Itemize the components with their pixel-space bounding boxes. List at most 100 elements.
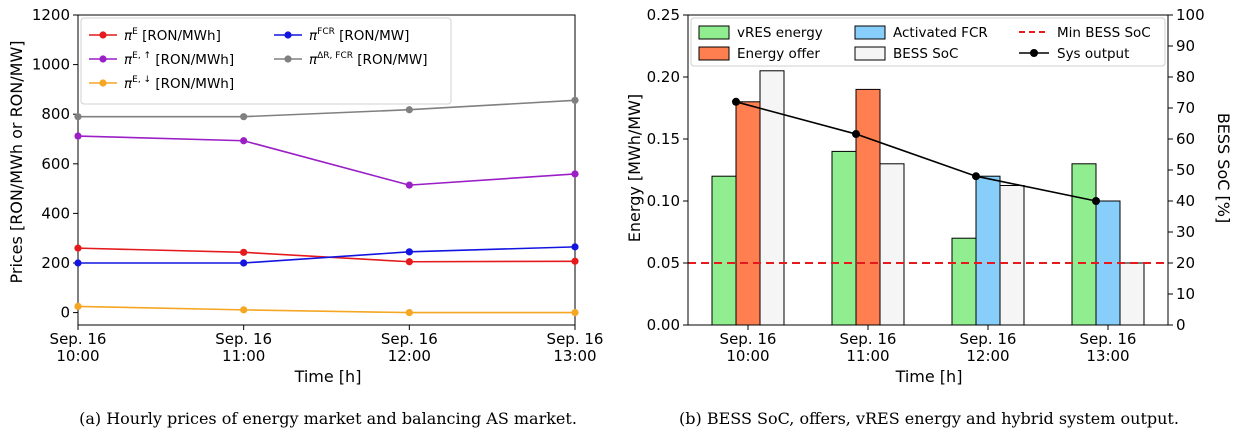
chart-b-xtick-label: Sep. 16 10:00 — [720, 330, 777, 365]
chart-a-point — [240, 259, 248, 267]
chart-b-bar-vres — [711, 175, 737, 326]
chart-a-xtick-label: Sep. 16 12:00 — [381, 330, 438, 365]
chart-a-point — [74, 244, 82, 252]
chart-a-point — [405, 309, 413, 317]
chart-a-ytick-label: 800 — [41, 105, 70, 123]
chart-b-legend-label: Sys output — [1057, 46, 1129, 62]
chart-a-frame — [77, 14, 576, 326]
chart-b-sys-line — [735, 101, 1097, 202]
chart-a-point — [405, 258, 413, 266]
chart-b-ytick-label: 0.00 — [647, 316, 680, 334]
chart-a-series-line — [77, 305, 575, 314]
chart-b-ylabel: Energy [MWh/MW] — [625, 94, 644, 242]
chart-a-legend-marker — [284, 55, 292, 63]
chart-b-y2tick-label: 10 — [1176, 285, 1195, 303]
chart-a-point — [240, 137, 248, 145]
chart-a-xtick-label: Sep. 16 11:00 — [215, 330, 272, 365]
chart-a-ytick-label: 600 — [41, 155, 70, 173]
chart-b-frame — [687, 14, 1169, 326]
chart-a-legend-marker — [99, 79, 107, 87]
chart-a-series-line — [77, 135, 576, 186]
chart-a-series-line — [77, 247, 576, 263]
chart-a-legend-label: πΔR, FCR [RON/MW] — [309, 51, 427, 68]
chart-b-sys-point — [1092, 197, 1100, 205]
chart-b-bar-vres — [831, 150, 857, 326]
chart-b-y2label: BESS SoC [%] — [1214, 113, 1233, 223]
chart-b-ytick-label: 0.05 — [647, 254, 680, 272]
chart-a-legend-label: πE [RON/MWh] — [124, 27, 221, 44]
chart-b-sys-point — [972, 172, 980, 181]
chart-a-legend-marker — [99, 31, 107, 39]
chart-b-xtick-label: Sep. 16 11:00 — [840, 330, 897, 365]
chart-b-legend-swatch — [854, 25, 886, 40]
chart-b-legend-swatch — [698, 25, 730, 40]
chart-a-point — [571, 96, 579, 104]
chart-b-legend-swatch — [854, 46, 886, 61]
chart-b-xlabel: Time [h] — [895, 367, 963, 386]
chart-a-legend — [80, 17, 452, 105]
chart-b-bar-fcr — [975, 175, 1001, 326]
chart-a-point — [571, 257, 579, 265]
chart-b-bar-soc — [1119, 262, 1145, 326]
chart-a-ylabel: Prices [RON/MWh or RON/MW] — [7, 40, 26, 283]
chart-a-xlabel: Time [h] — [294, 367, 362, 386]
chart-a-point — [571, 309, 579, 317]
chart-a-point — [74, 302, 82, 310]
chart-b-bar-offer — [855, 88, 881, 326]
chart-b-xtick-label: Sep. 16 12:00 — [960, 330, 1017, 365]
chart-a-point — [405, 248, 413, 256]
chart-b-legend-marker — [1030, 49, 1038, 57]
chart-b-caption: (b) BESS SoC, offers, vRES energy and hy… — [679, 409, 1179, 428]
chart-b-bar-soc — [879, 163, 905, 326]
chart-a-point — [571, 170, 579, 178]
chart-a-point — [240, 248, 248, 256]
chart-b-legend — [690, 17, 1166, 67]
chart-b-y2tick-label: 20 — [1176, 254, 1195, 272]
chart-a-ytick-label: 400 — [41, 204, 70, 222]
chart-a-ytick-label: 0 — [60, 304, 70, 322]
chart-b-xtick-label: Sep. 16 13:00 — [1080, 330, 1137, 365]
chart-b-legend-label: vRES energy — [737, 25, 823, 41]
chart-b-bar-soc — [999, 185, 1025, 326]
chart-b-sys-point — [732, 97, 740, 106]
chart-b-legend-label: Activated FCR — [893, 25, 988, 41]
chart-b-bar-offer — [735, 101, 761, 326]
chart-a-point — [240, 306, 248, 314]
chart-b-ytick-label: 0.15 — [647, 130, 680, 148]
chart-a-legend-label: πFCR [RON/MW] — [309, 27, 409, 44]
chart-b-y2tick-label: 80 — [1176, 68, 1195, 86]
chart-a-legend-label: πE, ↓ [RON/MWh] — [124, 75, 234, 92]
chart-a-point — [74, 259, 82, 267]
chart-b-y2tick-label: 40 — [1176, 192, 1195, 210]
chart-b-ytick-label: 0.20 — [647, 68, 680, 86]
chart-b-ytick-label: 0.10 — [647, 192, 680, 210]
chart-a-point — [240, 113, 248, 121]
chart-a-series-line — [78, 246, 576, 264]
chart-b-bar-vres — [1071, 163, 1097, 326]
chart-a-ytick-label: 1000 — [32, 56, 70, 74]
chart-a-point — [405, 106, 413, 114]
chart-b-y2tick-label: 50 — [1176, 161, 1195, 179]
chart-b-energy: Energy [MWh/MW] BESS SoC [%] Time [h] (b… — [625, 6, 1233, 428]
chart-a-point — [405, 181, 413, 189]
chart-b-y2tick-label: 0 — [1176, 316, 1186, 334]
chart-b-y2tick-label: 100 — [1176, 6, 1205, 24]
chart-b-sys-point — [852, 130, 860, 139]
chart-b-legend-label: Energy offer — [737, 46, 820, 62]
chart-a-prices: Prices [RON/MWh or RON/MW] Time [h] (a) … — [7, 6, 603, 428]
chart-a-legend-marker — [99, 55, 107, 63]
chart-b-y2tick-label: 60 — [1176, 130, 1195, 148]
chart-b-legend-label: BESS SoC — [893, 46, 958, 62]
chart-b-y2tick-label: 90 — [1176, 37, 1195, 55]
chart-a-ytick-label: 200 — [41, 254, 70, 272]
chart-b-ytick-label: 0.25 — [647, 6, 680, 24]
chart-a-ytick-label: 1200 — [32, 6, 70, 24]
chart-b-legend-swatch — [698, 46, 730, 61]
chart-a-xtick-label: Sep. 16 10:00 — [50, 330, 107, 365]
chart-a-caption: (a) Hourly prices of energy market and b… — [79, 409, 577, 428]
chart-b-legend-label: Min BESS SoC — [1057, 25, 1151, 41]
chart-b-y2tick-label: 70 — [1176, 99, 1195, 117]
chart-a-point — [74, 132, 82, 140]
chart-a-point — [74, 113, 82, 121]
